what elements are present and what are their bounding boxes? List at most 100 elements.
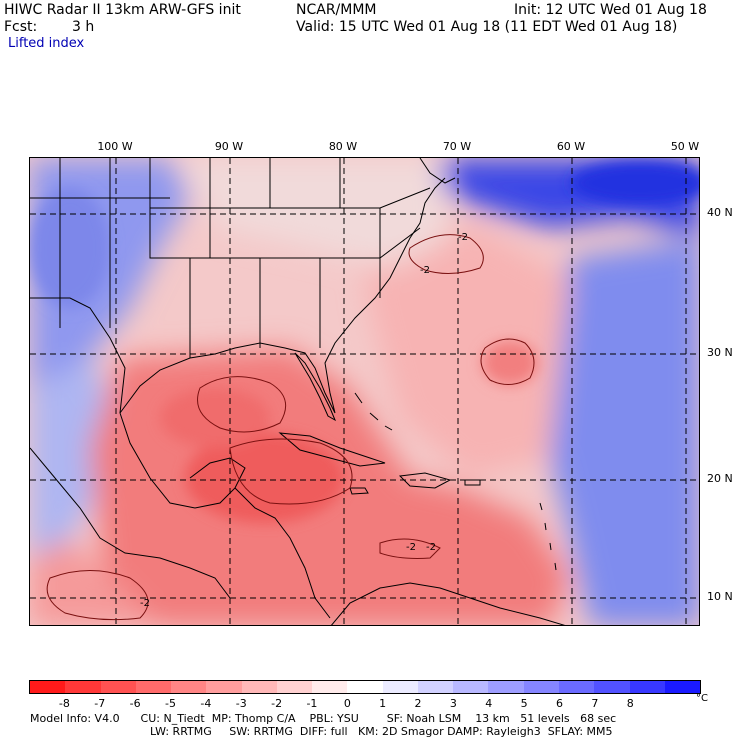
color-swatch-16 — [594, 681, 630, 693]
color-scale-tick: 2 — [414, 697, 422, 710]
color-scale-tick: 8 — [626, 697, 634, 710]
core-north-atlantic — [570, 161, 699, 205]
color-scale-tick: -6 — [129, 697, 141, 710]
color-swatch-17 — [629, 681, 665, 693]
color-swatch-0 — [30, 681, 66, 693]
south-america-coast — [331, 582, 566, 625]
color-swatch-13 — [488, 681, 524, 693]
lifted-index-map: -2 -2 -2 -2 -2 — [29, 157, 700, 626]
init-time: Init: 12 UTC Wed 01 Aug 18 — [514, 2, 707, 18]
map-field-svg: -2 -2 -2 -2 -2 — [30, 158, 699, 625]
color-swatch-15 — [558, 681, 595, 693]
model-title: HIWC Radar II 13km ARW-GFS init — [4, 2, 241, 18]
region-central-atlantic — [550, 238, 699, 625]
contour-east-pacific — [46, 570, 149, 621]
contour-west-atlantic — [408, 234, 484, 274]
core-gulf — [160, 388, 270, 448]
color-swatch-9 — [347, 681, 383, 693]
contour-south-caribbean — [379, 538, 441, 559]
model-info-line-2: LW: RRTMG SW: RRTMG DIFF: full KM: 2D Sm… — [150, 725, 613, 738]
region-east-pacific — [30, 538, 158, 625]
lat-lon-grid — [30, 158, 699, 625]
color-scale-tick: 0 — [343, 697, 351, 710]
lat-label-30n: 30 N — [707, 346, 733, 359]
field-name: Lifted index — [8, 36, 85, 51]
color-scale-tick: 4 — [485, 697, 493, 710]
core-caribbean — [185, 433, 345, 523]
color-scale-tick: 1 — [379, 697, 387, 710]
color-scale-tick: -4 — [200, 697, 212, 710]
lon-label-100w: 100 W — [97, 140, 133, 153]
contour-label-4: -2 — [426, 542, 436, 553]
color-swatch-8 — [312, 681, 348, 693]
cuba-outline — [278, 432, 386, 467]
lat-label-10n: 10 N — [707, 590, 733, 603]
us-state-borders — [30, 158, 431, 358]
forecast-value: 3 h — [72, 19, 95, 35]
color-swatch-12 — [453, 681, 489, 693]
lon-label-80w: 80 W — [328, 140, 358, 153]
region-west-atlantic — [360, 218, 570, 478]
color-scale-tick: -3 — [235, 697, 247, 710]
bahamas — [354, 392, 393, 431]
contour-atlantic-cell — [480, 338, 535, 385]
color-swatch-5 — [206, 681, 242, 693]
lon-label-60w: 60 W — [556, 140, 586, 153]
field-cores — [30, 161, 699, 523]
lesser-antilles — [539, 502, 557, 571]
lat-label-20n: 20 N — [707, 472, 733, 485]
color-scale-tick: 6 — [556, 697, 564, 710]
mexico-pacific-coast — [30, 447, 231, 599]
contour-label-2: -2 — [420, 265, 430, 276]
color-scale-bar — [29, 680, 701, 694]
contour-label-5: -2 — [140, 598, 150, 609]
color-scale-tick: -8 — [58, 697, 70, 710]
core-west-us — [30, 188, 110, 308]
color-scale-tick: 3 — [449, 697, 457, 710]
hispaniola-outline — [398, 472, 452, 489]
color-scale-tick: 7 — [591, 697, 599, 710]
color-scale-tick: -5 — [164, 697, 176, 710]
center-name: NCAR/MMM — [296, 2, 377, 18]
us-coastline — [119, 177, 446, 414]
color-scale-unit: °C — [696, 693, 708, 704]
color-swatch-7 — [276, 681, 313, 693]
lat-label-40n: 40 N — [707, 206, 733, 219]
contour-label-1: -2 — [458, 232, 468, 243]
color-swatch-6 — [241, 681, 277, 693]
color-swatch-10 — [382, 681, 418, 693]
color-swatch-18 — [664, 681, 701, 693]
color-swatch-1 — [65, 681, 101, 693]
color-scale-tick: -2 — [271, 697, 283, 710]
region-mexico-stable — [30, 358, 120, 558]
puerto-rico-outline — [464, 479, 481, 486]
contour-label-3: -2 — [406, 542, 416, 553]
color-swatch-3 — [135, 681, 172, 693]
mexico-gulf-coast — [119, 412, 246, 509]
coastlines-borders — [30, 158, 566, 625]
us-canada-border — [419, 158, 456, 184]
jamaica-outline — [349, 487, 369, 495]
color-scale-tick: -1 — [306, 697, 318, 710]
contours-minus2 — [46, 234, 535, 621]
color-scale-tick: -7 — [94, 697, 106, 710]
color-swatch-11 — [417, 681, 454, 693]
florida-coast — [294, 352, 337, 422]
core-atlantic-cell — [482, 341, 538, 385]
lon-label-50w: 50 W — [670, 140, 700, 153]
region-northeast-us — [180, 158, 450, 268]
contour-caribbean — [229, 438, 353, 505]
model-info-line-1: Model Info: V4.0 CU: N_Tiedt MP: Thomp C… — [30, 712, 617, 725]
valid-time: Valid: 15 UTC Wed 01 Aug 18 (11 EDT Wed … — [296, 19, 678, 35]
color-swatch-4 — [171, 681, 207, 693]
forecast-label: Fcst: — [4, 19, 38, 35]
us-mexico-border — [30, 297, 126, 414]
central-america-coast — [234, 487, 331, 619]
lon-label-70w: 70 W — [442, 140, 472, 153]
color-swatch-14 — [523, 681, 559, 693]
contour-labels: -2 -2 -2 -2 -2 — [140, 232, 468, 609]
lon-label-90w: 90 W — [214, 140, 244, 153]
color-swatch-2 — [100, 681, 136, 693]
color-scale-tick: 5 — [520, 697, 528, 710]
contour-gulf — [197, 376, 287, 433]
